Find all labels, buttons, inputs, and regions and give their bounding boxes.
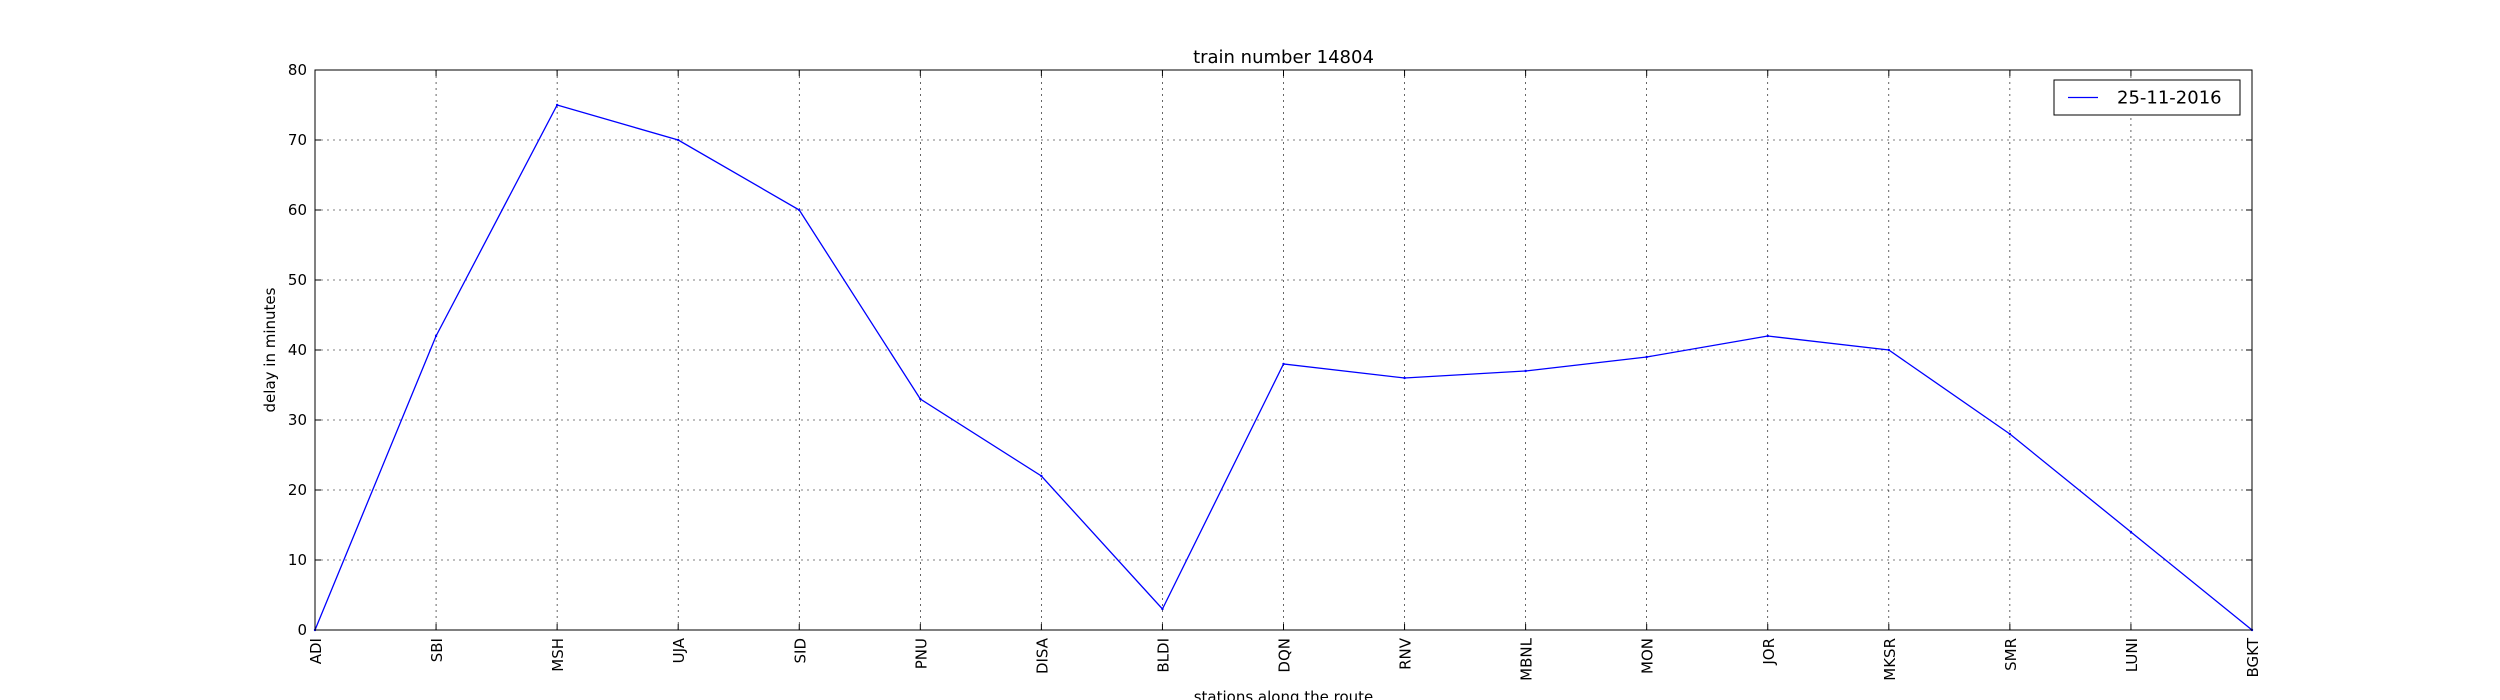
data-point	[1524, 369, 1527, 373]
x-tick-label: UJA	[670, 637, 688, 663]
x-axis-label: stations along the route	[1194, 688, 1374, 700]
y-tick-label: 80	[288, 61, 307, 79]
y-axis-label: delay in minutes	[261, 287, 279, 412]
data-point	[1887, 348, 1891, 352]
y-tick-label: 40	[288, 341, 307, 359]
data-point	[919, 397, 922, 401]
y-tick-label: 20	[288, 481, 307, 499]
x-tick-label: MKSR	[1881, 638, 1899, 681]
data-point	[2008, 432, 2012, 436]
y-tick-label: 10	[288, 551, 307, 569]
y-tick-label: 50	[288, 271, 307, 289]
x-tick-label: MSH	[549, 638, 567, 672]
data-point	[434, 334, 438, 338]
data-point	[676, 138, 680, 142]
x-tick-label: MON	[1639, 638, 1657, 674]
x-tick-label: DQN	[1276, 638, 1294, 673]
y-tick-label: 0	[297, 621, 307, 639]
axis-ticks: ADI SBI MSH UJA SID PNU DISA BLDI DQN RNV MBNL MON J…	[288, 61, 2262, 681]
x-tick-label: SID	[791, 638, 809, 664]
data-point	[1282, 362, 1285, 366]
x-tick-label: SBI	[428, 638, 446, 662]
x-tick-label: JOR	[1760, 638, 1778, 666]
x-tick-label: SMR	[2002, 638, 2020, 671]
x-tick-label: RNV	[1397, 637, 1415, 670]
x-tick-label: ADI	[307, 638, 325, 664]
data-point	[798, 208, 801, 212]
legend-label: 25-11-2016	[2117, 88, 2222, 109]
series-layer	[313, 103, 2254, 632]
data-point	[2129, 530, 2133, 534]
x-tick-label: LUNI	[2123, 638, 2141, 672]
chart-title: train number 14804	[1193, 47, 1374, 68]
y-tick-label: 70	[288, 131, 307, 149]
data-point	[1040, 474, 1043, 478]
x-tick-label: DISA	[1033, 637, 1051, 674]
data-point	[1161, 607, 1164, 611]
x-tick-label: PNU	[912, 638, 930, 669]
data-point	[555, 103, 559, 107]
x-tick-label: MBNL	[1518, 637, 1536, 680]
x-tick-label: BGKT	[2244, 637, 2262, 677]
legend: 25-11-2016	[2053, 79, 2241, 116]
data-point	[1403, 376, 1406, 380]
y-tick-label: 60	[288, 201, 307, 219]
x-tick-label: BLDI	[1154, 638, 1172, 673]
y-tick-label: 30	[288, 411, 307, 429]
data-point	[1645, 355, 1648, 359]
data-point	[1766, 334, 1769, 338]
